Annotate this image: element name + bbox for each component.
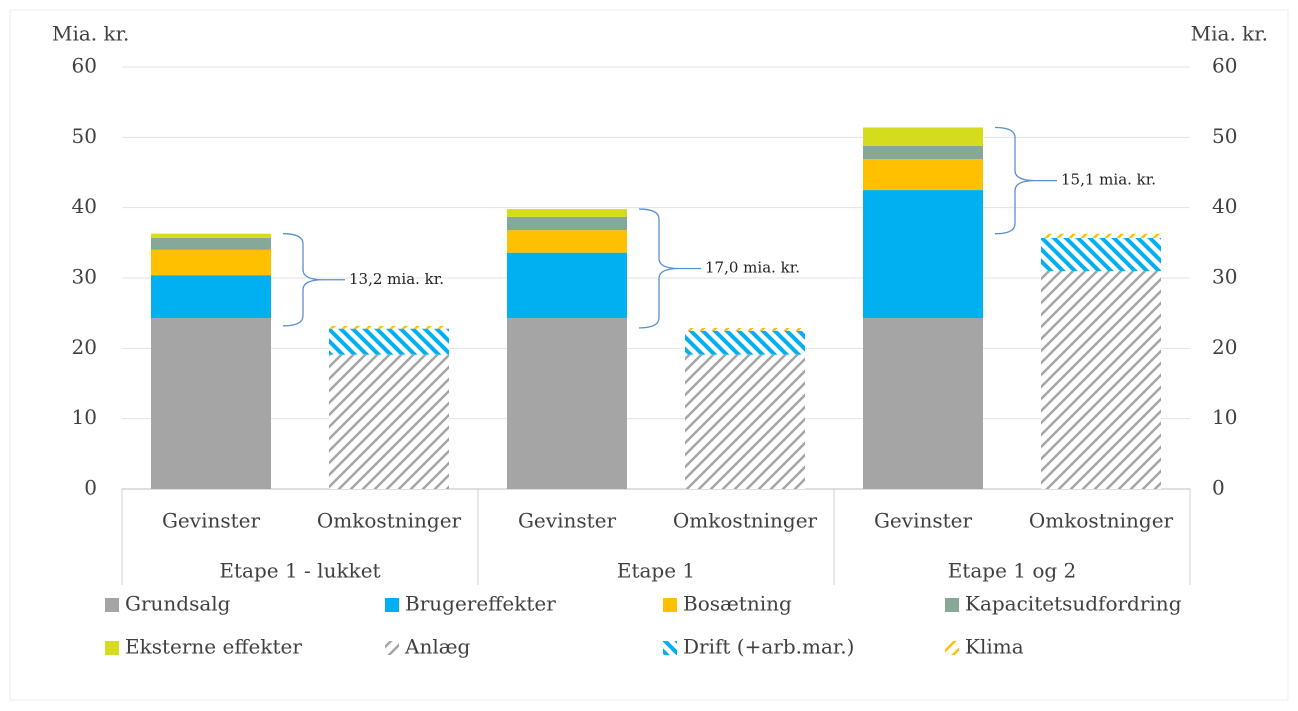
bar-segment bbox=[1041, 270, 1161, 489]
bar-segment bbox=[685, 330, 805, 355]
y-axis-label: Mia. kr. bbox=[52, 22, 129, 46]
x-tick-label: Omkostninger bbox=[317, 509, 462, 533]
y-tick-label: 10 bbox=[72, 405, 97, 429]
y2-tick-label: 0 bbox=[1212, 476, 1225, 500]
bar-segment bbox=[1041, 233, 1161, 238]
bar-segment bbox=[151, 249, 271, 276]
bar-segment bbox=[329, 354, 449, 489]
legend-label: Drift (+arb.mar.) bbox=[683, 635, 854, 659]
bar-segment bbox=[151, 237, 271, 250]
bar-segment bbox=[863, 318, 983, 489]
legend-label: Brugereffekter bbox=[405, 592, 556, 616]
bar-segment bbox=[685, 327, 805, 331]
x-tick-label: Gevinster bbox=[874, 509, 973, 533]
bar-segment bbox=[151, 275, 271, 319]
legend-label: Klima bbox=[965, 635, 1024, 659]
y-tick-label: 20 bbox=[72, 335, 97, 359]
x-tick-label: Gevinster bbox=[518, 509, 617, 533]
bar-segment bbox=[329, 325, 449, 329]
bar-segment bbox=[507, 230, 627, 253]
y2-tick-label: 50 bbox=[1212, 124, 1237, 148]
y2-axis-label: Mia. kr. bbox=[1191, 22, 1268, 46]
annotation: 13,2 mia. kr. bbox=[349, 270, 444, 288]
group-label: Etape 1 og 2 bbox=[948, 559, 1077, 583]
x-tick-label: Omkostninger bbox=[673, 509, 818, 533]
y-tick-label: 60 bbox=[72, 54, 97, 78]
legend-swatch bbox=[105, 641, 119, 655]
annotation: 15,1 mia. kr. bbox=[1061, 171, 1156, 189]
y2-tick-label: 40 bbox=[1212, 194, 1237, 218]
y2-tick-label: 30 bbox=[1212, 265, 1237, 289]
legend-swatch bbox=[663, 641, 677, 655]
legend-label: Kapacitetsudfordring bbox=[965, 592, 1182, 616]
bar-segment bbox=[863, 190, 983, 319]
legend-swatch bbox=[663, 598, 677, 612]
legend-label: Bosætning bbox=[683, 592, 792, 616]
bar-segment bbox=[863, 159, 983, 191]
bar-segment bbox=[329, 328, 449, 355]
group-label: Etape 1 - lukket bbox=[219, 559, 380, 583]
bar-segment bbox=[863, 145, 983, 160]
bar-segment bbox=[151, 233, 271, 238]
x-tick-label: Gevinster bbox=[162, 509, 261, 533]
y2-tick-label: 20 bbox=[1212, 335, 1237, 359]
legend-label: Anlæg bbox=[404, 635, 471, 659]
legend-swatch bbox=[105, 598, 119, 612]
legend-swatch bbox=[945, 641, 959, 655]
bar-segment bbox=[507, 252, 627, 319]
y2-tick-label: 60 bbox=[1212, 54, 1237, 78]
bar-segment bbox=[685, 354, 805, 489]
legend-label: Eksterne effekter bbox=[125, 635, 302, 659]
bar-segment bbox=[1041, 237, 1161, 271]
group-label: Etape 1 bbox=[617, 559, 695, 583]
y-tick-label: 50 bbox=[72, 124, 97, 148]
legend-swatch bbox=[385, 598, 399, 612]
x-tick-label: Omkostninger bbox=[1029, 509, 1174, 533]
y-tick-label: 30 bbox=[72, 265, 97, 289]
bar-segment bbox=[151, 318, 271, 489]
bar-segment bbox=[507, 209, 627, 217]
legend-label: Grundsalg bbox=[125, 592, 231, 616]
legend-swatch bbox=[385, 641, 399, 655]
legend-swatch bbox=[945, 598, 959, 612]
annotation: 17,0 mia. kr. bbox=[705, 259, 800, 277]
y-tick-label: 40 bbox=[72, 194, 97, 218]
y-tick-label: 0 bbox=[84, 476, 97, 500]
bar-segment bbox=[863, 127, 983, 146]
bar-segment bbox=[507, 216, 627, 231]
bar-segment bbox=[507, 318, 627, 489]
y2-tick-label: 10 bbox=[1212, 405, 1237, 429]
